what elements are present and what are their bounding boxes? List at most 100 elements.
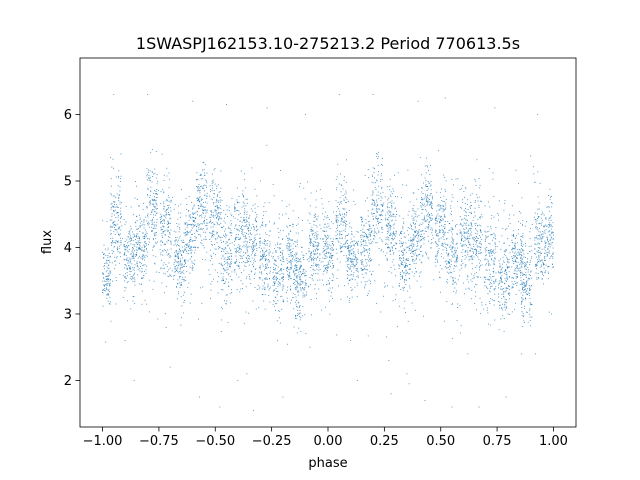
scatter-point (377, 219, 379, 220)
scatter-point (262, 279, 264, 281)
scatter-point (275, 251, 277, 253)
scatter-point (299, 268, 300, 270)
scatter-point (336, 248, 337, 250)
scatter-point (501, 293, 503, 295)
scatter-point (357, 252, 359, 254)
scatter-point (243, 241, 245, 243)
scatter-point (504, 271, 506, 273)
scatter-point (503, 290, 505, 292)
scatter-point (504, 269, 506, 271)
scatter-point (300, 288, 302, 290)
scatter-point (317, 234, 319, 236)
scatter-point (220, 331, 222, 332)
scatter-point (346, 257, 348, 259)
scatter-point (436, 252, 438, 254)
scatter-point (443, 234, 445, 236)
scatter-point (296, 265, 298, 267)
scatter-point (191, 240, 193, 242)
scatter-point (120, 175, 122, 177)
scatter-point (352, 240, 354, 242)
scatter-point (315, 215, 317, 217)
scatter-point (415, 214, 417, 216)
scatter-point (124, 276, 125, 278)
scatter-point (177, 261, 179, 263)
scatter-point (263, 287, 265, 289)
scatter-point (242, 225, 244, 226)
scatter-point (116, 256, 118, 258)
scatter-point (132, 300, 134, 302)
scatter-point (105, 279, 107, 280)
scatter-point (424, 205, 426, 207)
scatter-point (452, 240, 454, 242)
scatter-point (181, 246, 183, 248)
scatter-point (448, 262, 450, 264)
scatter-point (265, 266, 267, 268)
scatter-point (436, 244, 438, 245)
scatter-point (470, 222, 472, 224)
scatter-point (155, 197, 157, 199)
scatter-point (330, 257, 332, 259)
scatter-point (286, 267, 288, 269)
scatter-point (155, 202, 157, 204)
scatter-point (299, 278, 301, 280)
scatter-point (395, 235, 397, 237)
scatter-point (486, 263, 488, 265)
scatter-point (411, 251, 413, 253)
scatter-point (475, 254, 477, 256)
scatter-point (118, 234, 120, 236)
scatter-point (402, 257, 404, 258)
scatter-point (103, 256, 105, 258)
scatter-point (442, 225, 444, 227)
scatter-point (311, 314, 312, 316)
scatter-point (328, 252, 330, 254)
scatter-point (442, 201, 444, 203)
scatter-point (199, 200, 201, 202)
scatter-point (316, 219, 318, 221)
scatter-point (182, 265, 184, 267)
scatter-point (150, 203, 152, 205)
scatter-point (288, 255, 290, 257)
scatter-point (143, 237, 145, 239)
scatter-point (325, 244, 327, 246)
scatter-point (345, 240, 347, 242)
scatter-point (506, 281, 507, 283)
scatter-point (238, 252, 240, 253)
scatter-point (139, 231, 141, 232)
scatter-point (499, 301, 501, 303)
scatter-point (147, 238, 149, 239)
scatter-point (164, 222, 165, 224)
scatter-point (464, 223, 466, 225)
scatter-point (205, 185, 207, 187)
scatter-point (412, 238, 414, 240)
scatter-point (169, 213, 171, 215)
scatter-point (138, 247, 140, 249)
scatter-point (379, 215, 381, 216)
scatter-point (209, 274, 211, 275)
scatter-point (243, 195, 245, 197)
scatter-point (286, 248, 288, 250)
scatter-point (459, 189, 461, 190)
scatter-point (393, 244, 395, 246)
scatter-point (304, 287, 306, 289)
scatter-point (541, 278, 543, 280)
scatter-point (253, 249, 254, 251)
scatter-point (452, 229, 454, 231)
scatter-point (275, 251, 277, 253)
scatter-point (289, 243, 291, 245)
scatter-point (318, 264, 320, 266)
scatter-point (278, 231, 280, 233)
scatter-point (373, 182, 375, 184)
scatter-point (192, 216, 193, 218)
scatter-point (243, 244, 245, 246)
scatter-point (374, 230, 376, 232)
scatter-point (113, 207, 115, 208)
scatter-point (124, 267, 126, 269)
scatter-point (390, 215, 392, 217)
scatter-point (376, 211, 378, 213)
scatter-point (362, 218, 364, 220)
scatter-point (117, 219, 119, 221)
scatter-point (371, 213, 373, 215)
scatter-point (289, 260, 291, 262)
scatter-point (345, 221, 347, 223)
scatter-point (282, 275, 284, 277)
